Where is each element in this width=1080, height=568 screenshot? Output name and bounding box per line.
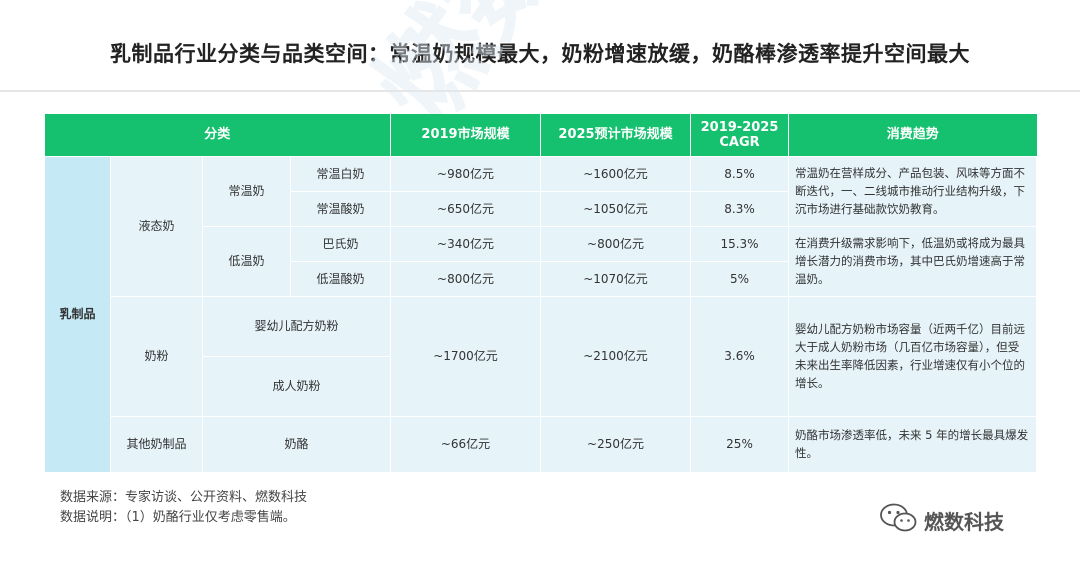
row-cagr: 25% bbox=[690, 415, 790, 473]
row-size-2019: ~980亿元 bbox=[390, 155, 542, 192]
table-row: 乳制品 液态奶 常温奶 常温白奶 ~980亿元 ~1600亿元 8.5% 常温奶… bbox=[44, 155, 1038, 473]
row-size-2025: ~250亿元 bbox=[540, 415, 692, 473]
title-divider bbox=[0, 90, 1080, 92]
header-size-2025: 2025预计市场规模 bbox=[540, 114, 692, 156]
header-trend: 消费趋势 bbox=[788, 114, 1037, 156]
header-size-2019: 2019市场规模 bbox=[390, 114, 542, 156]
level1-dairy: 乳制品 bbox=[44, 155, 111, 473]
powder-size-2025: ~2100亿元 bbox=[540, 295, 692, 417]
page-title: 乳制品行业分类与品类空间：常温奶规模最大，奶粉增速放缓，奶酪棒渗透率提升空间最大 bbox=[110, 42, 970, 66]
header-cagr-line1: 2019-2025 bbox=[700, 119, 779, 135]
trend-ambient: 常温奶在营样成分、产品包装、风味等方面不断迭代，一、二线城市推动行业结构升级，下… bbox=[788, 155, 1038, 227]
row-name: 婴幼儿配方奶粉 bbox=[201, 295, 392, 357]
wechat-icon bbox=[878, 502, 918, 538]
row-size-2019: ~650亿元 bbox=[390, 190, 542, 227]
data-source: 数据来源：专家访谈、公开资料、燃数科技 bbox=[60, 490, 308, 505]
row-size-2025: ~1070亿元 bbox=[540, 260, 692, 297]
row-cagr: 5% bbox=[690, 260, 790, 297]
row-size-2019: ~800亿元 bbox=[390, 260, 542, 297]
header-cagr-line2: CAGR bbox=[719, 134, 760, 150]
table-header-row: 分类 2019市场规模 2025预计市场规模 2019-2025 CAGR 消费… bbox=[44, 114, 1037, 156]
group-liquid-milk: 液态奶 bbox=[110, 155, 203, 297]
table-row: 低温奶 巴氏奶 ~340亿元 ~800亿元 15.3% 在消费升级需求影响下，低… bbox=[45, 225, 1038, 297]
row-name: 奶酪 bbox=[201, 415, 392, 473]
table-row: 常温酸奶 ~650亿元 ~1050亿元 8.3% bbox=[45, 190, 1037, 227]
category-table: 分类 2019市场规模 2025预计市场规模 2019-2025 CAGR 消费… bbox=[44, 114, 1038, 473]
trend-cheese: 奶酪市场渗透率低，未来 5 年的增长最具爆发性。 bbox=[788, 415, 1038, 473]
row-cagr: 8.5% bbox=[690, 155, 790, 192]
row-name: 巴氏奶 bbox=[289, 225, 392, 262]
row-size-2019: ~340亿元 bbox=[390, 225, 542, 262]
trend-powder: 婴幼儿配方奶粉市场容量（近两千亿）目前远大于成人奶粉市场（几百亿市场容量），但受… bbox=[788, 295, 1038, 417]
brand-name: 燃数科技 bbox=[924, 509, 1004, 534]
header-cagr: 2019-2025 CAGR bbox=[690, 114, 790, 156]
group-other-dairy: 其他奶制品 bbox=[110, 415, 203, 473]
table-row: 奶粉 婴幼儿配方奶粉 ~1700亿元 ~2100亿元 3.6% 婴幼儿配方奶粉市… bbox=[45, 295, 1038, 417]
powder-size-2019: ~1700亿元 bbox=[390, 295, 542, 417]
powder-cagr: 3.6% bbox=[690, 295, 790, 417]
table-row: 其他奶制品 奶酪 ~66亿元 ~250亿元 25% 奶酪市场渗透率低，未来 5 … bbox=[45, 415, 1038, 473]
row-size-2025: ~1050亿元 bbox=[540, 190, 692, 227]
footer: 数据来源：专家访谈、公开资料、燃数科技 数据说明：（1）奶酪行业仅考虑零售端。 bbox=[60, 488, 307, 528]
trend-chilled: 在消费升级需求影响下，低温奶或将成为最具增长潜力的消费市场，其中巴氏奶增速高于常… bbox=[788, 225, 1038, 297]
brand-logo: 燃数科技 bbox=[878, 502, 1004, 538]
group-ambient-milk: 常温奶 bbox=[202, 155, 291, 227]
row-name: 成人奶粉 bbox=[201, 355, 392, 417]
row-size-2019: ~66亿元 bbox=[390, 415, 542, 473]
data-note: 数据说明：（1）奶酪行业仅考虑零售端。 bbox=[60, 510, 296, 525]
row-name: 常温白奶 bbox=[289, 155, 392, 192]
group-milk-powder: 奶粉 bbox=[110, 295, 203, 417]
row-name: 常温酸奶 bbox=[289, 190, 392, 227]
row-size-2025: ~1600亿元 bbox=[540, 155, 692, 192]
table-row: 成人奶粉 bbox=[45, 355, 1037, 417]
row-name: 低温酸奶 bbox=[289, 260, 392, 297]
table-row: 低温酸奶 ~800亿元 ~1070亿元 5% bbox=[45, 260, 1037, 297]
row-cagr: 8.3% bbox=[690, 190, 790, 227]
row-size-2025: ~800亿元 bbox=[540, 225, 692, 262]
group-chilled-milk: 低温奶 bbox=[202, 225, 291, 297]
row-cagr: 15.3% bbox=[690, 225, 790, 262]
header-category: 分类 bbox=[44, 114, 392, 156]
